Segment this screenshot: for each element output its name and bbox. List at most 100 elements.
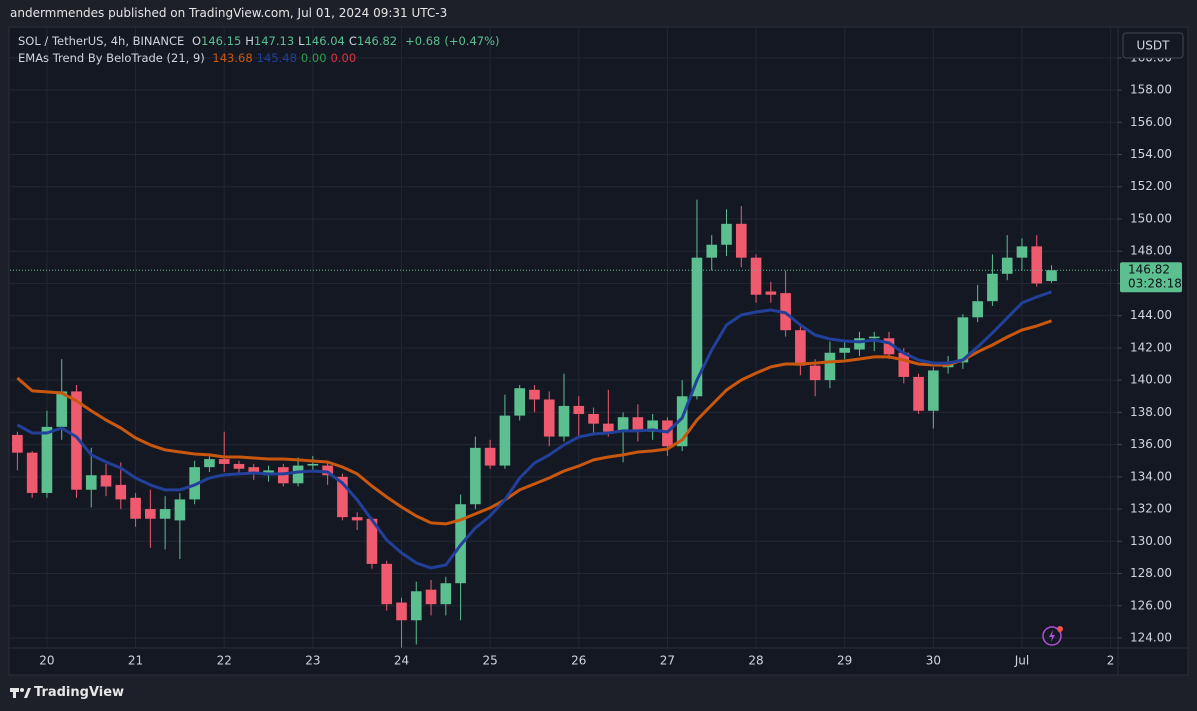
candle-body	[440, 583, 452, 605]
candle-body	[987, 273, 998, 302]
candle-body	[425, 589, 437, 605]
candle-body	[928, 370, 939, 411]
candle-body	[824, 352, 836, 381]
indicator-value: 0.00	[300, 51, 327, 65]
candle-body	[470, 447, 481, 505]
candle-body	[514, 388, 525, 416]
currency[interactable]: USDT	[1137, 39, 1171, 53]
candle-body	[706, 244, 718, 258]
candle-body	[839, 347, 851, 353]
candle-body	[218, 459, 230, 464]
candle-body	[913, 376, 924, 411]
x-tick-label: 2	[1107, 654, 1115, 668]
candle-body	[204, 459, 215, 468]
candle-body	[1016, 246, 1028, 258]
chart-panel	[8, 26, 1189, 676]
x-tick-label: 28	[748, 654, 763, 668]
candle-body	[603, 423, 614, 432]
y-tick-label: 124.00	[1130, 631, 1172, 645]
candle-body	[1001, 257, 1013, 274]
candle-body	[26, 452, 38, 493]
candle-body	[322, 465, 333, 476]
candle-body	[145, 509, 156, 519]
candle-body	[410, 591, 422, 621]
alert-icon[interactable]	[1042, 626, 1063, 646]
x-tick-label: 24	[394, 654, 409, 668]
indicator-name: EMAs Trend By BeloTrade (21, 9)	[18, 51, 205, 65]
candle-body	[366, 518, 378, 564]
candle-body	[12, 434, 23, 453]
symbol-legend: SOL / TetherUS, 4h, BINANCE O146.15 H147.…	[18, 34, 504, 48]
change: +0.68	[405, 34, 441, 48]
y-tick-label: 148.00	[1130, 244, 1172, 258]
x-tick-label: 27	[660, 654, 675, 668]
y-tick-label: 132.00	[1130, 502, 1172, 516]
candle-body	[1046, 270, 1057, 282]
tv-logo	[10, 688, 31, 698]
candle-body	[647, 420, 658, 432]
ohlc-label: C	[348, 34, 357, 48]
ohlc-value: 146.04	[304, 34, 345, 48]
candle-body	[233, 463, 245, 469]
ohlc-value: 146.82	[356, 34, 398, 48]
candle-body	[248, 467, 260, 474]
candle-body	[750, 257, 762, 295]
y-tick-label: 156.00	[1130, 115, 1172, 129]
countdown: 03:28:18	[1128, 277, 1182, 291]
x-tick-label: 26	[571, 654, 586, 668]
candle-body	[100, 475, 112, 487]
candle-body	[71, 391, 82, 490]
candle-body	[765, 291, 777, 295]
last-price: 146.82	[1128, 263, 1170, 277]
candle-body	[396, 602, 407, 621]
candle-body	[809, 365, 821, 381]
candle-body	[721, 223, 732, 245]
candle-body	[174, 499, 186, 521]
candle-body	[957, 317, 969, 363]
y-tick-label: 154.00	[1130, 147, 1172, 161]
y-tick-label: 150.00	[1130, 211, 1172, 225]
candle-body	[573, 405, 585, 414]
candle-body	[337, 476, 348, 518]
x-tick-label: 25	[482, 654, 497, 668]
y-tick-label: 128.00	[1130, 566, 1172, 580]
last-price-box	[1120, 262, 1182, 293]
x-tick-label: Jul	[1014, 654, 1029, 668]
candle-body	[691, 257, 703, 397]
ohlc-value: 146.15	[201, 34, 242, 48]
indicator-legend: EMAs Trend By BeloTrade (21, 9) 143.68 14…	[18, 51, 364, 65]
candle-body	[883, 338, 895, 355]
y-tick-label: 142.00	[1130, 340, 1172, 354]
ohlc: O146.15 H147.13 L146.04 C146.82	[192, 34, 401, 48]
candle-body	[41, 426, 53, 493]
ema-line	[16, 319, 1052, 526]
candle-body	[868, 336, 880, 339]
candle-body	[795, 330, 806, 366]
ohlc-label: H	[245, 34, 254, 48]
x-tick-label: 20	[39, 654, 54, 668]
candle-body	[735, 223, 747, 258]
candle-body	[1031, 246, 1043, 284]
currency-button[interactable]	[1122, 32, 1184, 59]
publish-header: andermmendes published on TradingView.co…	[10, 6, 448, 20]
candle-body	[381, 563, 393, 605]
candle-body	[130, 497, 141, 519]
y-tick-label: 140.00	[1130, 373, 1172, 387]
candle-body	[632, 417, 644, 432]
x-tick-label: 22	[217, 654, 232, 668]
y-tick-label: 126.00	[1130, 598, 1172, 612]
x-tick-label: 21	[128, 654, 143, 668]
y-tick-label: 136.00	[1130, 437, 1172, 451]
indicator-value: 143.68	[212, 51, 253, 65]
candle-body	[351, 517, 363, 521]
candle-body	[484, 447, 496, 466]
candle-body	[56, 391, 68, 427]
ohlc-label: O	[191, 34, 202, 48]
symbol: SOL / TetherUS, 4h, BINANCE	[18, 34, 185, 48]
candle-body	[529, 389, 540, 400]
indicator-value: 0.00	[330, 51, 357, 65]
y-tick-label: 158.00	[1130, 83, 1172, 97]
candle-body	[854, 338, 865, 350]
y-tick-label: 152.00	[1130, 179, 1172, 193]
